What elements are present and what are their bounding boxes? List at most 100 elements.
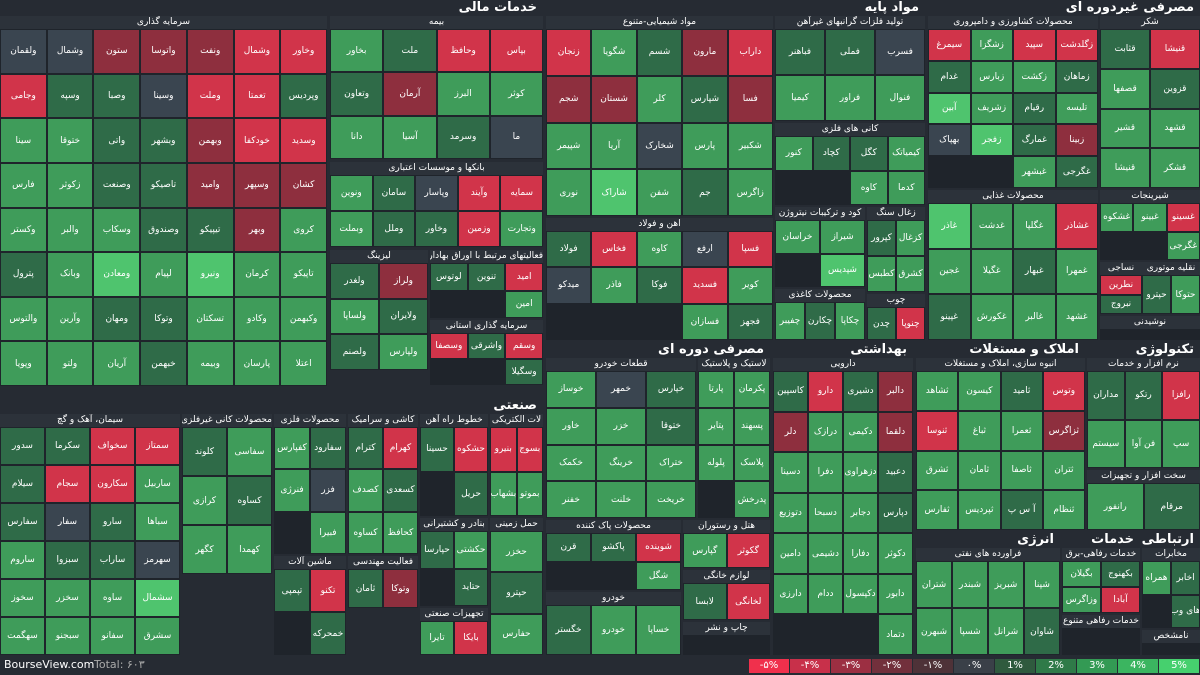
- stock-tile: ثنوسا: [916, 410, 959, 451]
- stock-tile: خودکفا: [233, 118, 281, 163]
- stock-tile: پاکشو: [591, 533, 636, 562]
- stock-tile: فباهنر: [775, 29, 825, 75]
- stock-tile: زکوثر: [46, 162, 94, 208]
- stock-tile: سپ: [1162, 419, 1200, 468]
- stock-tile: ختوقا: [646, 407, 696, 445]
- stock-tile: شاراک: [591, 169, 637, 216]
- stock-tile: پکرمان: [734, 371, 770, 408]
- stock-tile: غبشهر: [1013, 156, 1056, 188]
- stock-tile: قثابت: [1100, 29, 1150, 69]
- stock-tile: جم: [682, 169, 728, 216]
- stock-tile: کگهر: [182, 525, 227, 574]
- stock-tile: قشیر: [1100, 108, 1150, 149]
- stock-tile: بایکا: [454, 621, 488, 655]
- stock-tile: سپید: [1013, 29, 1056, 61]
- stock-tile: کچاد: [812, 136, 850, 171]
- stock-tile: فاذر: [591, 267, 637, 304]
- stock-tile: قزوین: [1150, 68, 1200, 109]
- stock-tile: دجابر: [843, 492, 878, 534]
- stock-tile: گکوثر: [726, 533, 770, 568]
- stock-tile: فراور: [825, 75, 875, 121]
- group-title: محصولات کانی غیرفلزی: [182, 414, 272, 427]
- stock-tile: پارسان: [233, 341, 281, 386]
- group-title: فعالیت مهندسی: [348, 556, 418, 569]
- stock-tile: فولاد: [546, 231, 592, 268]
- stock-tile: داراب: [727, 29, 773, 76]
- stock-tile: وسصفا: [430, 333, 468, 359]
- stock-tile: سفارود: [310, 427, 346, 470]
- group-title: مخابرات: [1142, 548, 1200, 561]
- stock-tile: شتران: [916, 561, 952, 608]
- stock-tile: شپدیس: [820, 253, 865, 287]
- stock-tile: دارو: [808, 371, 843, 412]
- stock-tile: کترام: [348, 427, 383, 470]
- stock-tile: ثزاگرس: [1042, 410, 1085, 451]
- stock-tile: مداران: [1087, 371, 1125, 420]
- stock-tile: چکارن: [805, 302, 835, 340]
- stock-tile: میدکو: [546, 267, 592, 304]
- stock-tile: رافزا: [1162, 371, 1200, 420]
- stock-tile: سفارس: [0, 503, 45, 541]
- stock-tile: شستان: [591, 75, 637, 123]
- stock-tile: وبملت: [330, 211, 373, 247]
- legend-item: ۰%: [954, 659, 994, 673]
- group-title: سرمایه گذاری: [0, 16, 327, 29]
- stock-tile: همراه: [1142, 561, 1171, 595]
- stock-tile: کدما: [887, 170, 925, 205]
- group-title: سرمایه گذاری استانی: [430, 320, 543, 333]
- group-title: کانی های فلزی: [775, 123, 925, 136]
- group-title: محصولات فلزی: [274, 414, 346, 427]
- stock-tile: قنیشا: [1150, 29, 1200, 69]
- stock-tile: کرازی: [182, 476, 227, 525]
- group-title: لیزینگ: [330, 250, 428, 263]
- stock-tile: وسقم: [505, 333, 543, 359]
- stock-tile: خریخت: [646, 481, 696, 518]
- stock-tile: وخاور: [415, 211, 458, 247]
- stock-tile: وسکاب: [93, 207, 141, 253]
- stock-tile: وجامی: [0, 73, 47, 119]
- stock-tile: غالبر: [1013, 294, 1056, 340]
- stock-tile: لخانگی: [726, 583, 770, 620]
- stock-tile: غپینو: [928, 294, 971, 340]
- sector-title: ارتباطی: [1142, 532, 1200, 548]
- stock-tile: غمهرا: [1055, 248, 1098, 295]
- legend-item: 5%: [1159, 659, 1199, 673]
- stock-tile: فسرب: [875, 29, 925, 75]
- stock-tile: شیراز: [820, 220, 865, 254]
- stock-tile: خاور: [546, 407, 596, 445]
- stock-tile: کصدف: [348, 469, 383, 512]
- stock-tile: خگستر: [546, 605, 591, 655]
- stock-tile: والتوس: [0, 296, 47, 342]
- stock-tile: تاپیکو: [280, 252, 327, 297]
- stock-tile: دزهراوی: [843, 452, 878, 493]
- stock-tile: قنیشا: [1100, 148, 1150, 188]
- stock-tile: لوتوس: [430, 263, 468, 291]
- stock-tile: شبریز: [988, 561, 1024, 608]
- stock-tile: تیپیکو: [186, 207, 234, 253]
- stock-tile: سهگمت: [0, 617, 45, 655]
- stock-tile: پتایر: [698, 407, 734, 445]
- stock-tile: وسپهر: [233, 162, 281, 208]
- stock-tile: تاصیکو: [140, 162, 187, 208]
- stock-tile: حپترو: [490, 572, 543, 614]
- legend-item: -۱%: [913, 659, 953, 673]
- stock-tile: کشرق: [896, 256, 925, 292]
- sector-title: مصرفی دوره ای: [546, 342, 770, 358]
- stock-tile: شپارس: [682, 75, 728, 123]
- group-title: فعالیتهای مرتبط با اوراق بهادار: [430, 250, 543, 263]
- stock-tile: دکوثر: [878, 533, 913, 574]
- stock-tile: وسگیلا: [505, 359, 543, 385]
- stock-tile: حتوکا: [1171, 275, 1200, 314]
- stock-tile: آ س پ: [1000, 490, 1043, 530]
- stock-tile: ولپارس: [379, 334, 428, 370]
- stock-tile: حکشتی: [454, 531, 488, 569]
- stock-tile: های وب: [1171, 594, 1200, 628]
- stock-tile: وبهر: [233, 207, 281, 253]
- stock-tile: زماهان: [1055, 60, 1098, 93]
- group-title: شکر: [1100, 16, 1200, 29]
- stock-tile: غدام: [928, 60, 971, 93]
- stock-tile: ومعادن: [93, 252, 141, 297]
- stock-tile: ثفارس: [916, 490, 959, 530]
- stock-tile: وزاگرس: [1062, 587, 1101, 613]
- stock-tile: بگیلان: [1062, 561, 1101, 587]
